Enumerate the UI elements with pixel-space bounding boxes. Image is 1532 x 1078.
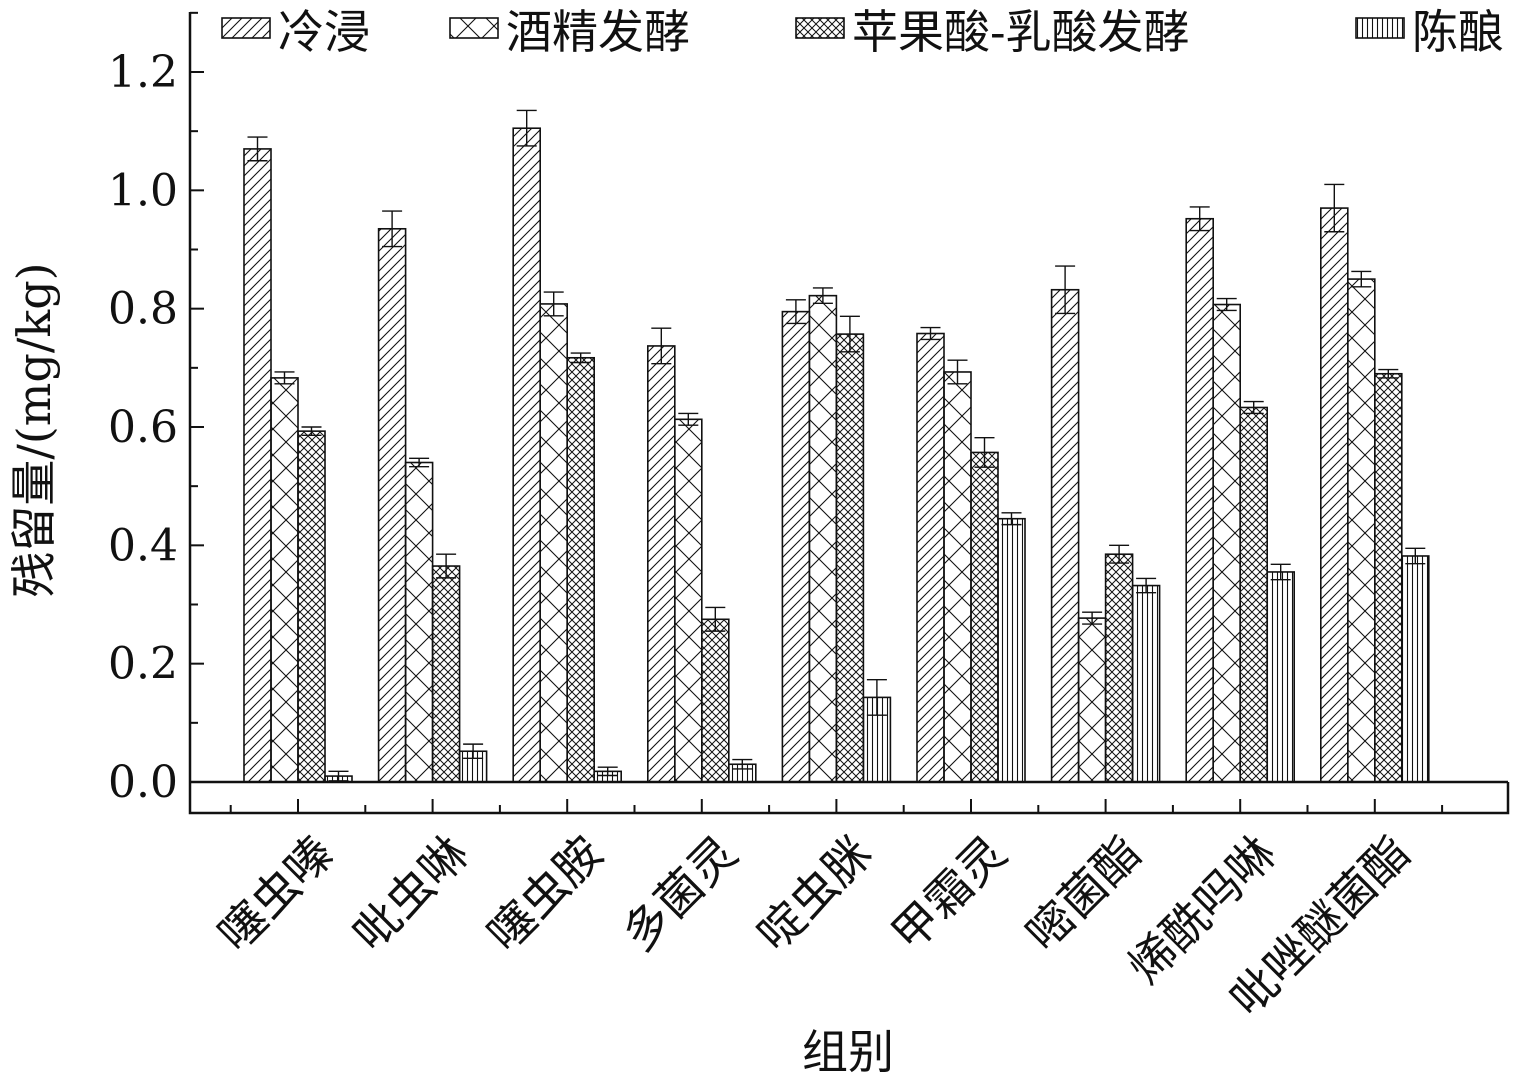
legend-swatch xyxy=(1355,17,1405,39)
x-axis-label: 组别 xyxy=(802,1025,894,1078)
y-tick-label: 1.0 xyxy=(108,165,178,216)
legend: 冷浸 酒精发酵 苹果酸-乳酸发酵 陈酿 xyxy=(221,5,1504,59)
bar xyxy=(970,451,999,783)
bar xyxy=(566,356,596,783)
bar xyxy=(377,227,407,783)
bar xyxy=(404,461,434,783)
bar xyxy=(700,618,730,783)
bar xyxy=(1185,217,1214,783)
bar xyxy=(1266,571,1295,783)
legend-label: 冷浸 xyxy=(278,5,370,59)
bar xyxy=(1050,288,1080,783)
bar xyxy=(835,333,865,783)
bar xyxy=(1104,553,1134,783)
y-tick-label: 0.4 xyxy=(108,520,178,571)
bar xyxy=(943,371,972,783)
y-tick-label: 0.6 xyxy=(108,402,178,453)
x-tick-label: 啶虫脒 xyxy=(746,826,882,962)
bar xyxy=(646,345,676,783)
legend-swatch xyxy=(221,17,271,39)
bar xyxy=(1212,303,1241,783)
bar xyxy=(1320,207,1349,783)
legend-label: 苹果酸-乳酸发酵 xyxy=(852,5,1190,59)
bar xyxy=(1401,555,1430,783)
y-tick-label: 0.8 xyxy=(108,284,178,335)
bar xyxy=(270,377,299,783)
y-tick-label: 0.0 xyxy=(108,757,178,808)
bar xyxy=(512,127,542,783)
legend-swatch xyxy=(795,17,845,39)
x-tick-label: 甲霜灵 xyxy=(881,826,1017,962)
bar xyxy=(539,303,569,783)
y-tick-label: 1.2 xyxy=(108,47,178,98)
y-tick-label: 0.2 xyxy=(108,639,178,690)
bar xyxy=(1077,617,1107,783)
bar xyxy=(673,418,703,783)
bar xyxy=(1239,406,1268,783)
bars xyxy=(243,109,1430,783)
bar xyxy=(997,517,1026,783)
bar xyxy=(431,565,461,783)
y-axis-label: 残留量/(mg/kg) xyxy=(7,262,61,597)
x-tick-label: 噻虫胺 xyxy=(477,826,613,962)
bar xyxy=(1347,278,1376,783)
bar xyxy=(781,310,811,783)
legend-label: 陈酿 xyxy=(1412,5,1504,59)
bar xyxy=(1131,584,1161,783)
x-tick-label: 吡虫啉 xyxy=(343,826,479,962)
y-axis: 0.0 0.2 0.4 0.6 0.8 1.0 1.2 xyxy=(108,11,1510,815)
bar xyxy=(1374,372,1403,783)
legend-swatch xyxy=(449,17,499,39)
bar xyxy=(297,430,326,783)
bar xyxy=(916,332,945,783)
x-tick-label: 噻虫嗪 xyxy=(208,826,344,962)
legend-label: 酒精发酵 xyxy=(506,5,690,59)
x-tick-label: 多菌灵 xyxy=(612,826,748,962)
bar xyxy=(808,294,838,783)
bar xyxy=(243,148,272,783)
axis-frame xyxy=(188,12,1510,815)
